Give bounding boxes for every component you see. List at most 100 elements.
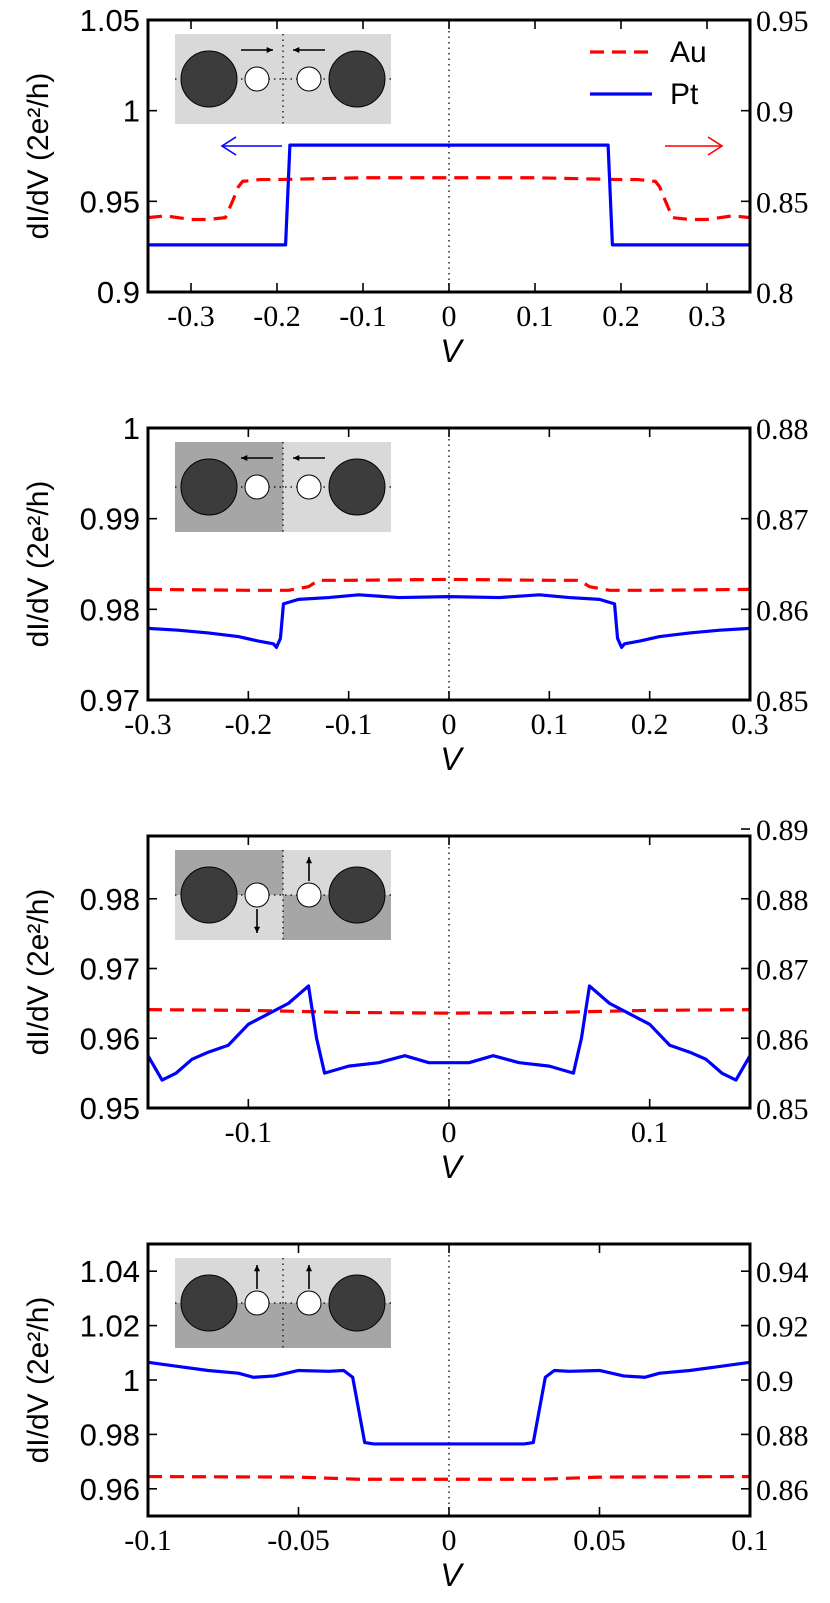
inset-electrode-right xyxy=(328,50,386,108)
x-axis-label: V xyxy=(440,333,464,369)
y-tick-label-left: 0.98 xyxy=(80,1417,140,1452)
inset-atom-right xyxy=(296,1290,322,1316)
chart-panel-2: -0.3 -0.2 -0.1 0 0.1 0.2 0.3 0.97 0.98 0.99 1 0.85 0… xyxy=(22,411,809,777)
y-axis-label: dI/dV (2e²/h) xyxy=(22,1297,55,1464)
y-tick-label-left: 0.97 xyxy=(80,952,140,987)
y-tick-label-right: 0.95 xyxy=(756,5,809,38)
y-axis-label: dI/dV (2e²/h) xyxy=(22,889,55,1056)
series-line-au xyxy=(147,1474,751,1481)
inset-atom-left xyxy=(244,882,270,908)
x-tick-label: -0.3 xyxy=(167,300,215,333)
x-tick-label: -0.3 xyxy=(124,708,172,741)
inset-spin-arrowhead xyxy=(293,454,300,462)
y-tick-label-right: 0.85 xyxy=(756,186,809,219)
inset-spin-arrowhead xyxy=(305,857,313,864)
y-tick-label-left: 0.9 xyxy=(97,275,140,310)
inset-spin-arrowhead xyxy=(241,454,248,462)
axis-indicator-arrowhead xyxy=(220,136,237,156)
x-axis-label: V xyxy=(440,1149,464,1185)
y-tick-label-left: 0.97 xyxy=(80,683,140,718)
y-tick-label-right: 0.86 xyxy=(756,1474,809,1507)
series-line-pt xyxy=(147,1360,751,1446)
x-tick-label: 0.3 xyxy=(688,300,726,333)
x-tick-label: -0.1 xyxy=(225,1116,273,1149)
x-axis-label: V xyxy=(440,1557,464,1593)
y-axis-label: dI/dV (2e²/h) xyxy=(22,73,55,240)
x-tick-label: 0.1 xyxy=(531,708,569,741)
y-tick-label-right: 0.87 xyxy=(756,504,809,537)
inset-electrode-left xyxy=(180,458,238,516)
legend: Au Pt xyxy=(590,36,707,111)
inset-electrode-left xyxy=(180,866,238,924)
inset-spin-arrowhead xyxy=(253,1265,261,1272)
inset-electrode-right xyxy=(328,458,386,516)
inset-atom-left xyxy=(244,1290,270,1316)
y-tick-label-left: 1 xyxy=(123,1363,140,1398)
y-tick-label-right: 0.88 xyxy=(756,413,809,446)
y-tick-label-right: 0.85 xyxy=(756,1093,809,1126)
series-line-pt xyxy=(146,984,752,1082)
y-tick-label-right: 0.94 xyxy=(756,1256,809,1289)
inset-spin-arrowhead xyxy=(293,46,300,54)
x-tick-label: 0.2 xyxy=(602,300,640,333)
x-tick-label: -0.2 xyxy=(225,708,273,741)
x-tick-label: -0.1 xyxy=(325,708,373,741)
y-tick-label-left: 1 xyxy=(123,94,140,129)
y-axis-label: dI/dV (2e²/h) xyxy=(22,481,55,648)
inset-electrode-left xyxy=(180,1274,238,1332)
x-tick-label: -0.1 xyxy=(339,300,387,333)
inset-atom-right xyxy=(296,882,322,908)
inset-electrode-right xyxy=(328,1274,386,1332)
inset-electrode-right xyxy=(328,866,386,924)
inset-atom-left xyxy=(244,474,270,500)
y-tick-label-right: 0.88 xyxy=(756,884,809,917)
inset-atom-right xyxy=(296,474,322,500)
x-tick-label: 0 xyxy=(442,1524,457,1557)
y-tick-label-right: 0.86 xyxy=(756,1023,809,1056)
x-tick-label: 0.1 xyxy=(631,1116,669,1149)
y-tick-label-right: 0.9 xyxy=(756,96,794,129)
y-tick-label-right: 0.85 xyxy=(756,685,809,718)
x-tick-label: 0.1 xyxy=(731,1524,769,1557)
x-tick-label: 0.05 xyxy=(573,1524,626,1557)
series-line-au xyxy=(147,1008,751,1015)
x-tick-label: 0 xyxy=(442,708,457,741)
y-tick-label-right: 0.89 xyxy=(756,814,809,847)
y-tick-label-left: 0.98 xyxy=(80,592,140,627)
chart-panel-4: -0.1 -0.05 0 0.05 0.1 0.96 0.98 1 1.02 1.04 0.86 0.… xyxy=(22,1242,809,1593)
y-tick-label-right: 0.92 xyxy=(756,1311,809,1344)
x-tick-label: 0.3 xyxy=(731,708,769,741)
inset-spin-arrowhead xyxy=(266,46,273,54)
series-line-au xyxy=(147,176,751,222)
y-tick-label-left: 1.02 xyxy=(80,1309,140,1344)
chart-panel-3: -0.1 0 0.1 0.95 0.96 0.97 0.98 0.85 0.86 0.87 0.88… xyxy=(22,814,809,1185)
y-tick-label-left: 1.05 xyxy=(80,3,140,38)
series-line-au xyxy=(147,577,751,592)
x-tick-label: -0.2 xyxy=(253,300,301,333)
x-axis-label: V xyxy=(440,741,464,777)
y-tick-label-right: 0.8 xyxy=(756,277,794,310)
y-tick-label-left: 0.95 xyxy=(80,184,140,219)
x-tick-label: 0 xyxy=(442,300,457,333)
x-tick-label: 0 xyxy=(442,1116,457,1149)
y-tick-label-right: 0.86 xyxy=(756,594,809,627)
inset-atom-left xyxy=(244,66,270,92)
y-tick-label-right: 0.87 xyxy=(756,954,809,987)
y-tick-label-right: 0.88 xyxy=(756,1419,809,1452)
y-tick-label-left: 0.96 xyxy=(80,1472,140,1507)
inset-spin-arrowhead xyxy=(305,1265,313,1272)
legend-label-au: Au xyxy=(670,36,707,69)
y-tick-label-left: 0.98 xyxy=(80,882,140,917)
inset-atom-right xyxy=(296,66,322,92)
x-tick-label: 0.2 xyxy=(631,708,669,741)
x-tick-label: -0.05 xyxy=(267,1524,330,1557)
y-tick-label-left: 0.99 xyxy=(80,502,140,537)
x-tick-label: -0.1 xyxy=(124,1524,172,1557)
y-tick-label-left: 1.04 xyxy=(80,1254,140,1289)
legend-label-pt: Pt xyxy=(670,78,699,111)
y-tick-label-left: 0.95 xyxy=(80,1091,140,1126)
y-tick-label-left: 0.96 xyxy=(80,1021,140,1056)
y-tick-label-left: 1 xyxy=(123,411,140,446)
axis-indicator-arrowhead xyxy=(707,136,724,156)
